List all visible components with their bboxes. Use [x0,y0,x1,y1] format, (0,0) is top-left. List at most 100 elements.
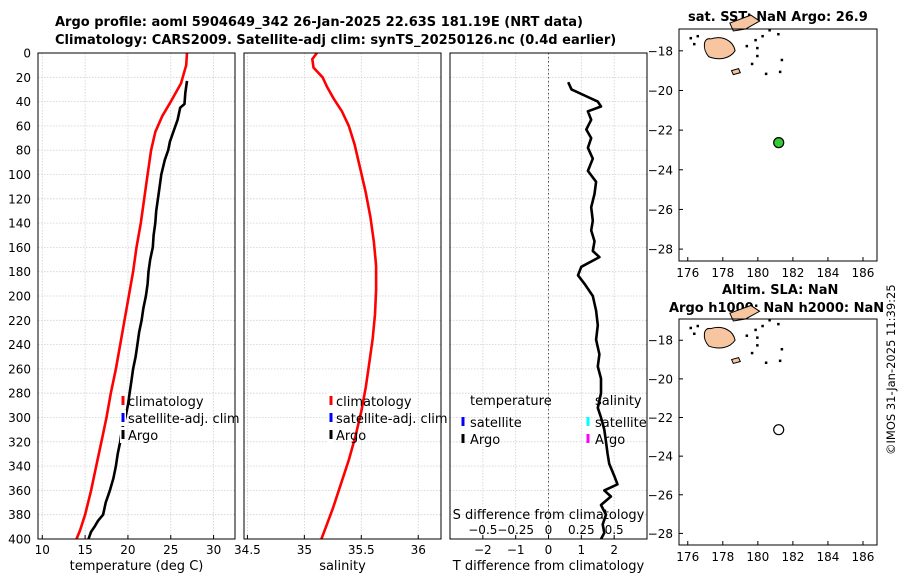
map-y-tick-label: −26 [648,488,673,502]
x-axis-label: salinity [319,559,366,574]
map-frame [678,28,878,262]
map-x-tick-label: 186 [852,266,875,280]
x-tick-label: 0 [545,543,553,557]
x-tick-label: 30 [206,543,221,557]
series-climatology [75,52,189,540]
map-bottom-title-line2: Argo h1000: NaN h2000: NaN [669,301,885,316]
legend-label: satellite-adj. clim [336,412,448,427]
y-tick-label: 260 [8,362,31,376]
x-axis-label: temperature (deg C) [70,559,204,574]
x-tick-label: 10 [35,543,50,557]
y-tick-label: 360 [8,484,31,498]
land-islet [761,34,764,38]
land-islet [761,324,764,328]
land-islet [768,29,771,32]
figure-title-line2: Climatology: CARS2009. Satellite-adj cli… [55,33,617,48]
land-islet [778,359,782,363]
land-islet [693,332,696,336]
land-viti-levu [703,37,736,60]
legend-label: satellite-adj. clim [128,412,240,427]
land-kadavu [730,68,742,76]
land-islet [756,46,759,50]
x-tick-label: 35.5 [348,543,375,557]
x-tick-label: 1 [578,543,586,557]
map-y-tick-label: −22 [648,124,673,138]
land-vanua-levu [729,14,761,32]
legend-label: climatology [336,395,412,410]
land-islet [745,44,749,48]
map-y-tick-label: −24 [648,163,673,177]
x-axis-label: T difference from climatology [452,559,645,574]
y-tick-label: 20 [16,71,31,85]
land-islet [745,334,749,337]
y-tick-label: 200 [8,290,31,304]
argo-location-marker [773,424,785,436]
plot-frame [243,52,442,540]
series-climatology [311,52,378,540]
y-tick-label: 0 [23,47,31,61]
x-tick-label: 34.5 [234,543,261,557]
y-tick-label: 160 [8,241,31,255]
x-tick-label: 2 [610,543,618,557]
x-tick-label: −1 [507,543,525,557]
map-y-tick-label: −18 [648,44,673,58]
y-tick-label: 180 [8,265,31,279]
y-tick-label: 240 [8,338,31,352]
salinity-panel: 34.5 35 35.5 36 salinity climatology satellite… [234,52,448,574]
y-tick-label: 380 [8,508,31,522]
x-tick-label: 25 [163,543,178,557]
land-islet [689,36,693,40]
land-islet [764,72,768,76]
legend-label: climatology [128,395,204,410]
x-tick-label: 36 [411,543,426,557]
s-diff-tick-label: −0.5 [468,523,497,537]
land-islet [780,347,784,351]
plot-background [38,53,235,539]
y-tick-label: 280 [8,387,31,401]
s-diff-tick-label: −0.25 [497,523,534,537]
land-islet [756,54,759,58]
legend-title-temperature: temperature [470,394,552,409]
land-islet [754,328,757,332]
map-x-tick-label: 182 [781,550,804,564]
series-argo [87,80,189,540]
y-tick-label: 140 [8,217,31,231]
map-x-tick-label: 178 [711,266,734,280]
legend-label: Argo [336,429,366,444]
land-islet [778,70,782,74]
s-diff-axis-label: S difference from climatology [453,508,645,523]
s-diff-tick-label: 0.5 [605,523,624,537]
map-y-tick-label: −20 [648,84,673,98]
y-tick-label: 100 [8,168,31,182]
difference-panel: −2 −1 0 1 2 T difference from climatology S di… [449,52,648,574]
y-tick-label: 300 [8,411,31,425]
map-frame [678,318,878,546]
y-tick-label: 400 [8,533,31,547]
map-x-tick-label: 182 [781,266,804,280]
land-islet [750,351,754,355]
land-islet [756,336,759,339]
map-y-tick-label: −26 [648,203,673,217]
map-y-tick-label: −28 [648,243,673,257]
map-x-tick-label: 180 [746,550,769,564]
map-y-tick-label: −22 [648,411,673,425]
map-x-tick-label: 180 [746,266,769,280]
legend-label: Argo [470,433,500,448]
land-islet [756,344,759,347]
x-tick-label: 20 [120,543,135,557]
map-bottom-title-line1: Altim. SLA: NaN [722,283,839,298]
y-tick-label: 40 [16,95,31,109]
land-islet [693,42,696,46]
legend-title-salinity: salinity [595,394,642,409]
land-islet [750,62,754,66]
y-tick-label: 320 [8,435,31,449]
map-y-tick-label: −28 [648,527,673,541]
legend-label: satellite [595,416,647,431]
legend-label: Argo [128,429,158,444]
map-y-tick-label: −18 [648,334,673,348]
land-islet [754,38,757,42]
plot-frame [37,52,236,540]
